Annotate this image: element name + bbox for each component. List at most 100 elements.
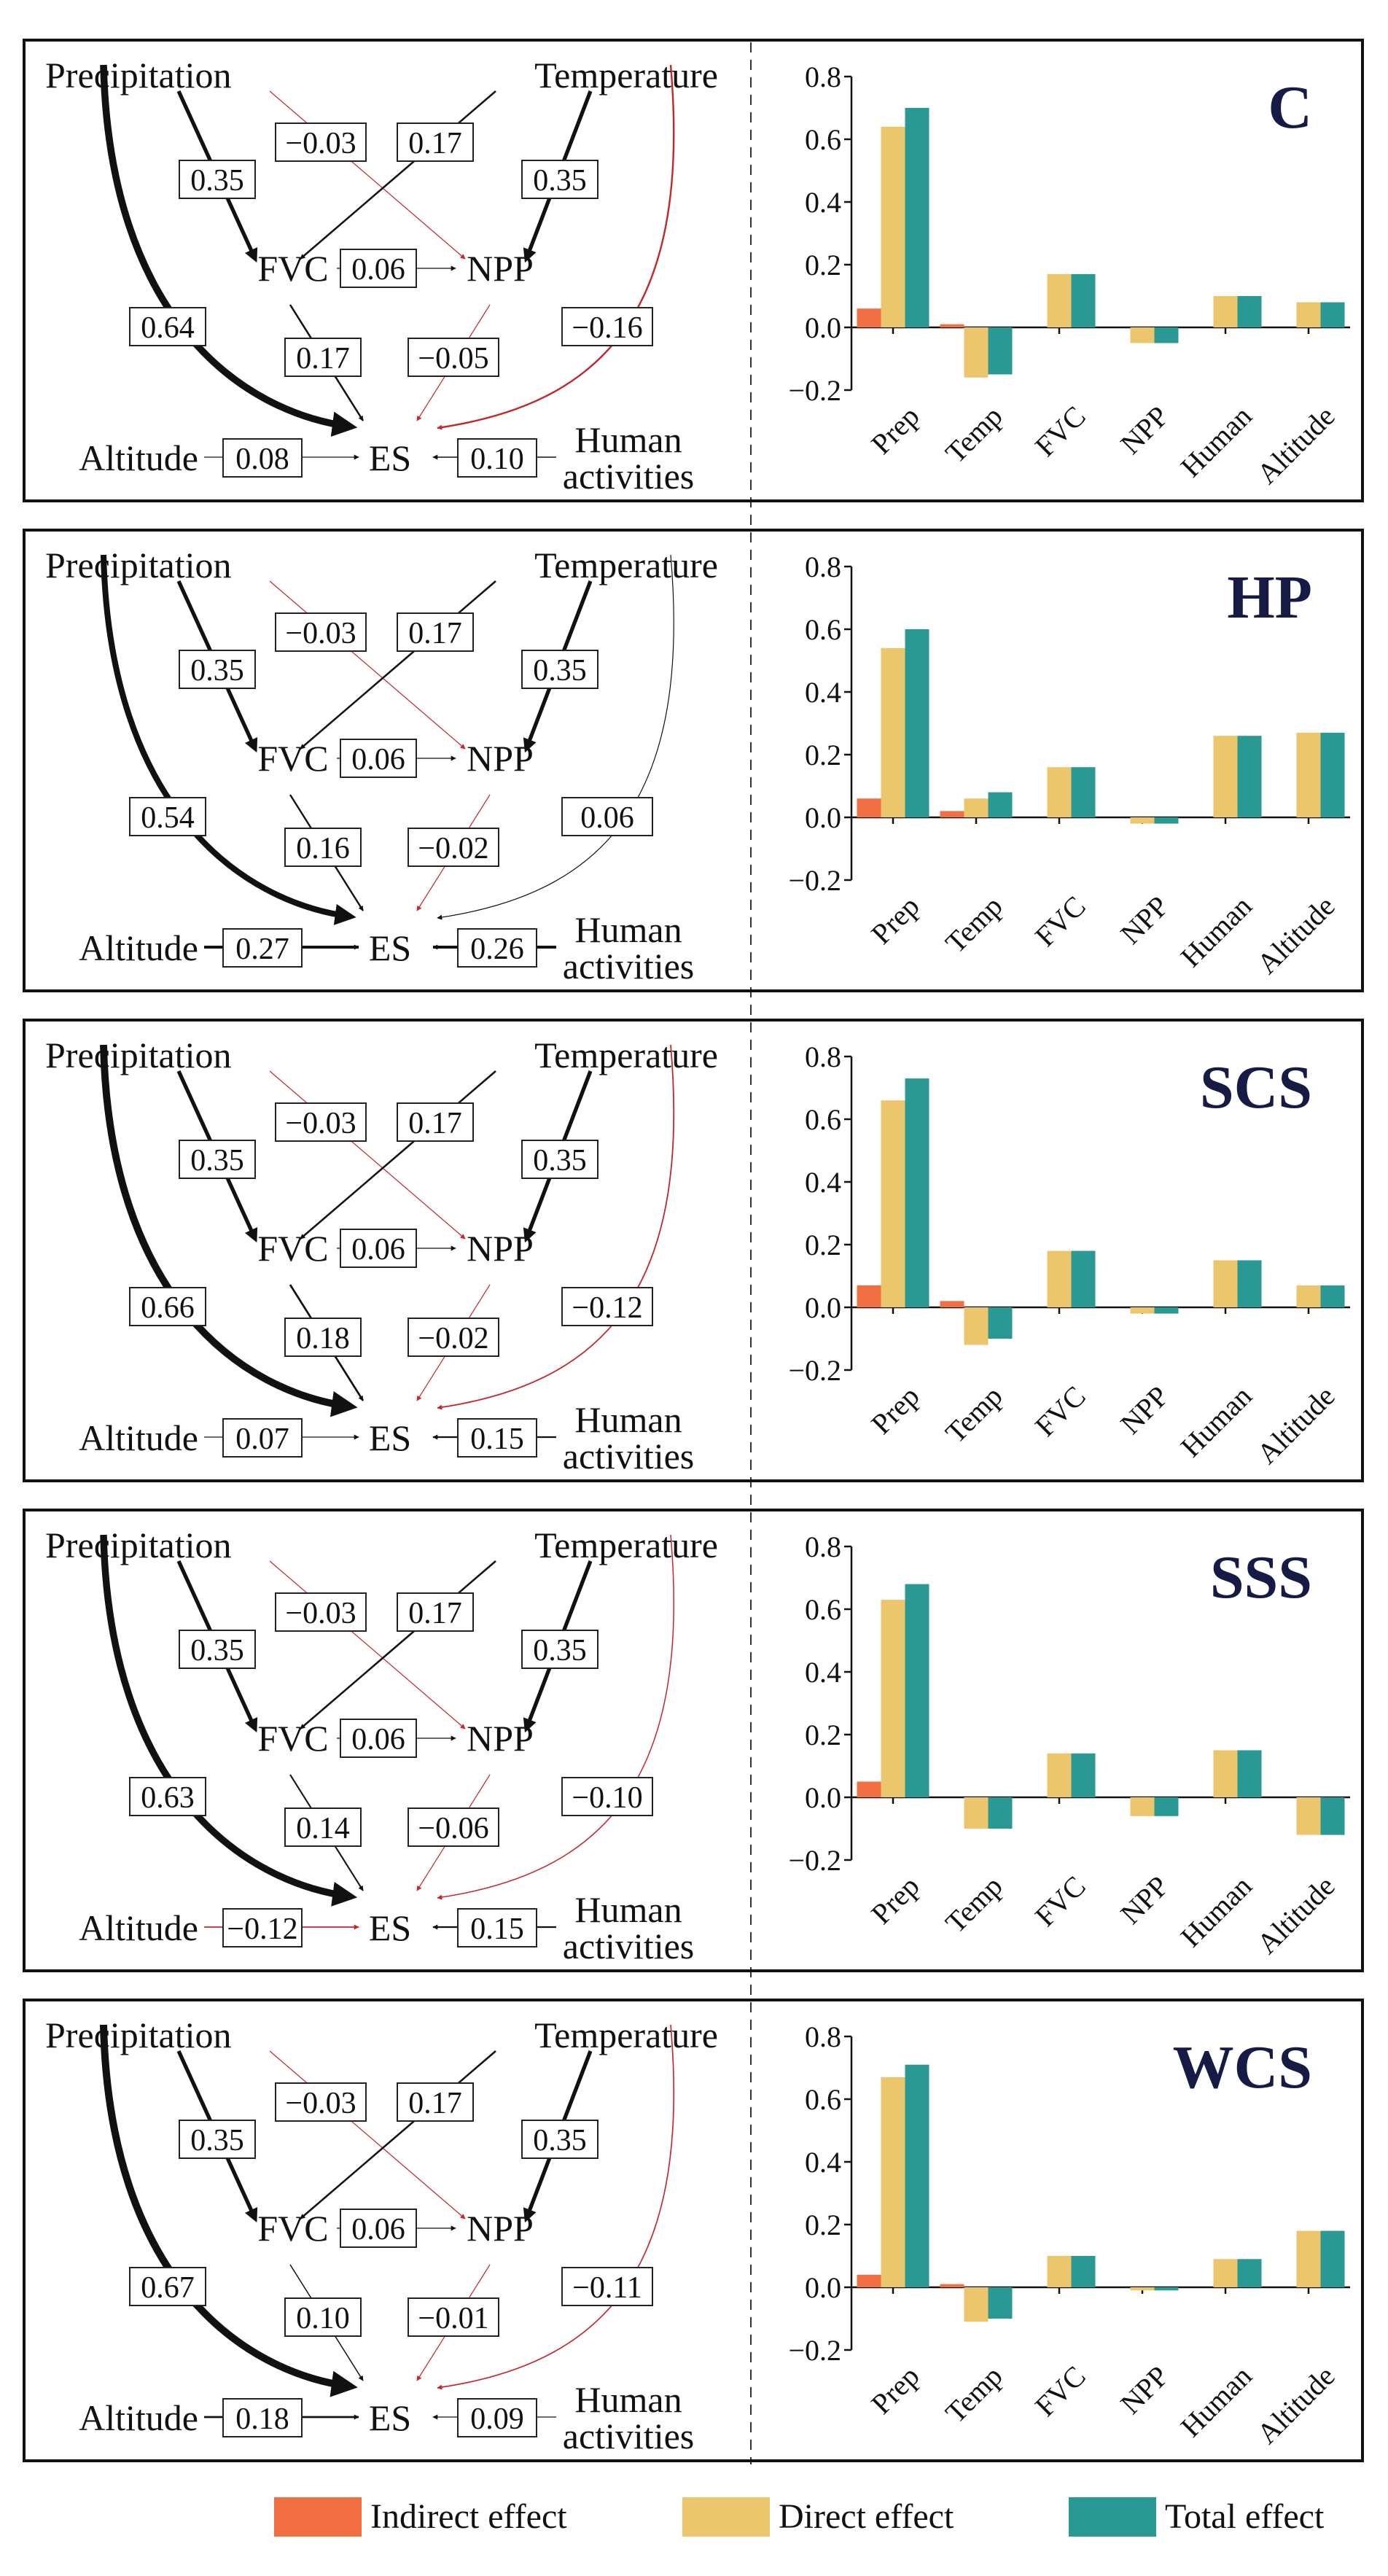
- node-activities: activities: [563, 946, 695, 987]
- coef-hum-es-box: [457, 438, 537, 478]
- node-es: ES: [369, 1907, 411, 1948]
- coef-precip-es: 0.66: [141, 1291, 195, 1325]
- x-tick-label: NPP: [1114, 1380, 1175, 1441]
- coef-temp-npp: 0.35: [533, 2124, 587, 2157]
- coef-alt-es: −0.12: [227, 1912, 297, 1946]
- coef-alt-es: 0.27: [235, 933, 289, 966]
- panel-frame: [23, 39, 1364, 502]
- coef-precip-es-box: [129, 797, 206, 836]
- coef-temp-fvc: 0.17: [408, 1107, 462, 1140]
- y-tick-label: 0.6: [805, 613, 841, 646]
- bar-npp-total-effect: [1154, 2287, 1179, 2291]
- node-fvc: FVC: [257, 738, 328, 779]
- bar-prep-indirect-effect: [857, 1285, 881, 1307]
- coef-precip-fvc-box: [179, 1630, 256, 1669]
- coef-npp-es: −0.01: [418, 2302, 488, 2335]
- bar-prep-direct-effect: [881, 2077, 905, 2287]
- coef-fvc-es-box: [284, 1318, 362, 1357]
- node-activities: activities: [563, 2416, 695, 2456]
- edge-precip-npp: [269, 2050, 466, 2219]
- x-tick-label: Altitude: [1250, 1869, 1341, 1961]
- node-altitude: Altitude: [79, 437, 198, 478]
- coef-fvc-npp: 0.06: [351, 1233, 405, 1266]
- bar-npp-total-effect: [1154, 1307, 1179, 1314]
- y-tick-label: 0.2: [805, 249, 841, 281]
- node-fvc: FVC: [257, 1228, 328, 1269]
- coef-fvc-npp: 0.06: [351, 1723, 405, 1756]
- path-diagram: Precipitation Temperature FVC NPP ES Altitude…: [45, 1035, 718, 1476]
- node-precipitation: Precipitation: [45, 1035, 232, 1075]
- node-activities: activities: [563, 1926, 695, 1966]
- bar-human-direct-effect: [1213, 736, 1238, 817]
- coef-alt-es-box: [222, 1908, 303, 1947]
- node-altitude: Altitude: [79, 2397, 198, 2438]
- panel-frame: [23, 1019, 1364, 1482]
- edge-temp-fvc: [300, 580, 496, 750]
- x-tick-label: Prep: [865, 1380, 926, 1441]
- bar-temp-direct-effect: [964, 2287, 989, 2322]
- y-tick-label: 0.2: [805, 739, 841, 771]
- node-activities: activities: [563, 1436, 695, 1476]
- x-tick-label: Human: [1174, 1869, 1258, 1953]
- coef-precip-es-box: [129, 1287, 206, 1326]
- legend: Indirect effect Direct effect Total effect: [274, 2497, 1325, 2537]
- coef-alt-es-box: [222, 928, 303, 968]
- bar-temp-total-effect: [988, 1797, 1013, 1829]
- y-tick-label: 0.6: [805, 2083, 841, 2116]
- bar-altitude-direct-effect: [1296, 732, 1321, 817]
- node-altitude: Altitude: [79, 1417, 198, 1458]
- bar-altitude-total-effect: [1320, 732, 1345, 817]
- coef-temp-fvc-box: [397, 1592, 474, 1632]
- node-temperature: Temperature: [534, 545, 718, 585]
- bar-fvc-direct-effect: [1047, 767, 1072, 817]
- bar-human-direct-effect: [1213, 1260, 1238, 1307]
- coef-precip-fvc: 0.35: [190, 2124, 244, 2157]
- node-human: Human: [574, 1889, 682, 1930]
- coef-temp-npp-box: [521, 160, 599, 199]
- bar-human-direct-effect: [1213, 296, 1238, 327]
- x-tick-label: Altitude: [1250, 1380, 1341, 1471]
- coef-npp-es: −0.02: [418, 832, 488, 865]
- coef-temp-es: −0.11: [572, 2271, 642, 2305]
- node-es: ES: [369, 437, 411, 478]
- node-precipitation: Precipitation: [45, 545, 232, 585]
- coef-precip-es: 0.67: [141, 2271, 195, 2305]
- coef-hum-es: 0.15: [470, 1912, 524, 1946]
- y-tick-label: 0.4: [805, 186, 841, 219]
- coef-precip-npp: −0.03: [285, 127, 356, 160]
- panel-hp: Precipitation Temperature FVC NPP ES Altitude…: [23, 529, 1364, 992]
- coef-fvc-npp-box: [340, 2209, 417, 2248]
- node-precipitation: Precipitation: [45, 55, 232, 96]
- node-npp: NPP: [467, 1718, 534, 1759]
- coef-temp-fvc-box: [397, 122, 474, 162]
- bar-fvc-direct-effect: [1047, 273, 1072, 327]
- edge-temp-fvc: [300, 1560, 496, 1729]
- x-tick-label: Human: [1174, 2359, 1258, 2443]
- panel-scs: Precipitation Temperature FVC NPP ES Altitude…: [23, 1019, 1364, 1482]
- bar-human-total-effect: [1237, 1750, 1262, 1797]
- node-npp: NPP: [467, 738, 534, 779]
- node-altitude: Altitude: [79, 927, 198, 968]
- y-tick-label: −0.2: [788, 1844, 841, 1877]
- x-tick-label: FVC: [1029, 1380, 1092, 1443]
- coef-precip-fvc: 0.35: [190, 1634, 244, 1668]
- y-tick-label: 0.0: [805, 1291, 841, 1324]
- node-fvc: FVC: [257, 2208, 328, 2249]
- coef-temp-npp-box: [521, 2120, 599, 2159]
- y-tick-label: −0.2: [788, 2334, 841, 2367]
- x-tick-label: FVC: [1029, 400, 1092, 463]
- edge-precip-npp: [269, 90, 466, 260]
- coef-precip-es-box: [129, 307, 206, 346]
- coef-temp-es: 0.06: [580, 801, 634, 835]
- path-diagram: Precipitation Temperature FVC NPP ES Altitude…: [45, 55, 718, 497]
- coef-hum-es-box: [457, 1418, 537, 1458]
- coef-hum-es: 0.15: [470, 1423, 524, 1456]
- chart-title: SCS: [1200, 1054, 1312, 1121]
- y-tick-label: 0.0: [805, 801, 841, 834]
- node-es: ES: [369, 927, 411, 968]
- y-tick-label: 0.0: [805, 1781, 841, 1814]
- y-tick-label: 0.4: [805, 1166, 841, 1199]
- coef-fvc-es-box: [284, 1808, 362, 1847]
- coef-precip-npp-box: [275, 1102, 367, 1142]
- bar-altitude-direct-effect: [1296, 2230, 1321, 2287]
